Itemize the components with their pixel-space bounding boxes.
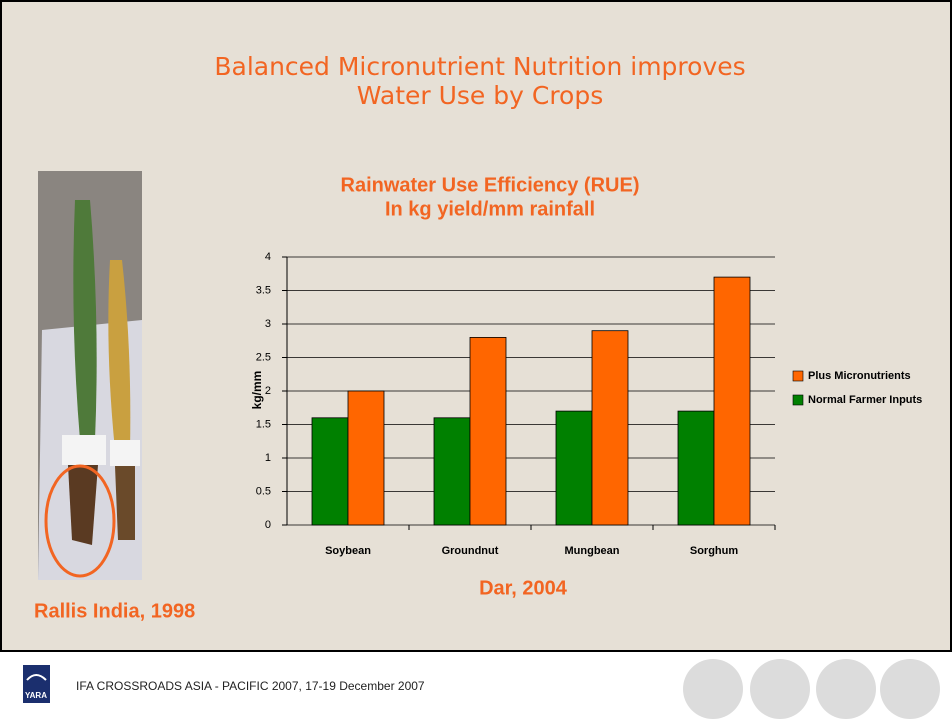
legend-swatch (792, 394, 804, 406)
deco-circle (880, 659, 940, 719)
bar (555, 410, 593, 526)
bar (677, 410, 715, 526)
slide-title: Balanced Micronutrient Nutrition improve… (214, 52, 745, 81)
bar (311, 417, 349, 526)
deco-circle (816, 659, 876, 719)
y-tick-label: 2.5 (256, 351, 271, 363)
y-tick-label: 1 (265, 452, 271, 464)
bar (591, 330, 629, 526)
x-tick-label: Soybean (325, 545, 371, 557)
y-tick-label: 4 (265, 251, 271, 263)
chart-title: Rainwater Use Efficiency (RUE) (341, 174, 640, 196)
footer-text: IFA CROSSROADS ASIA - PACIFIC 2007, 17-1… (76, 679, 425, 693)
bar (469, 336, 507, 526)
plot: 0 0.5 1 1.5 2 2.5 3 3.5 4 Soybean Groundnut Mungbea… (256, 251, 923, 557)
bar (433, 417, 471, 526)
bar (347, 390, 385, 526)
photo (38, 171, 142, 580)
legend-label: Normal Farmer Inputs (808, 394, 922, 406)
legend-label: Plus Micronutrients (808, 370, 911, 382)
svg-text:YARA: YARA (25, 691, 47, 700)
slide-bg (0, 0, 952, 652)
y-tick-label: 3 (265, 318, 271, 330)
photo-caption: Rallis India, 1998 (34, 600, 195, 622)
y-tick-label: 0 (265, 519, 271, 531)
y-axis-label: kg/mm (250, 371, 264, 410)
slide-title: Water Use by Crops (357, 81, 603, 110)
x-tick-label: Groundnut (442, 545, 499, 557)
logo: YARA (23, 665, 50, 703)
y-tick-label: 1.5 (256, 418, 271, 430)
x-tick-label: Sorghum (690, 545, 738, 557)
x-tick-label: Mungbean (565, 545, 620, 557)
y-tick-label: 0.5 (256, 485, 271, 497)
deco-circle (750, 659, 810, 719)
deco-circle (683, 659, 743, 719)
y-tick-label: 2 (265, 385, 271, 397)
chart-title: In kg yield/mm rainfall (385, 198, 595, 220)
legend-swatch (792, 370, 804, 382)
y-tick-label: 3.5 (256, 284, 271, 296)
bar (713, 276, 751, 526)
chart-source: Dar, 2004 (479, 577, 568, 599)
